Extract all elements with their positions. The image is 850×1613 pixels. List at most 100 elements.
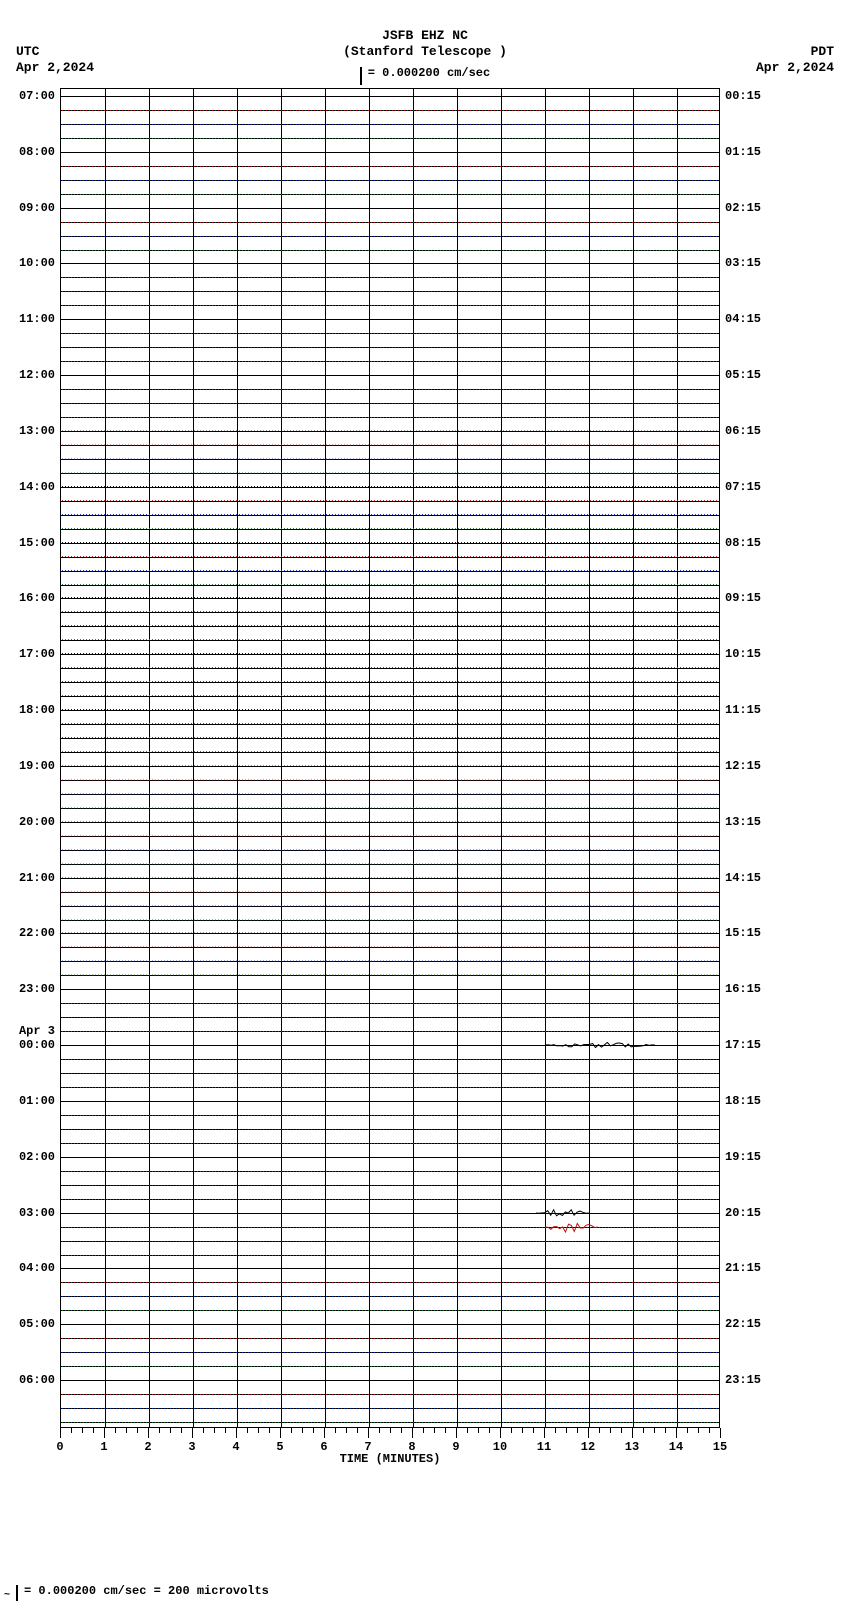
trace-noise — [61, 764, 719, 767]
trace-noise — [61, 1002, 719, 1004]
footer-tilde: ∼ — [4, 1589, 10, 1601]
trace-noise — [61, 304, 719, 306]
utc-hour-label: 03:00 — [19, 1206, 55, 1220]
utc-hour-label: 20:00 — [19, 815, 55, 829]
trace-noise — [61, 95, 719, 97]
trace-noise — [61, 290, 719, 292]
pdt-hour-label: 19:15 — [725, 1150, 761, 1164]
seismic-event — [545, 1042, 655, 1048]
pdt-hour-label: 14:15 — [725, 871, 761, 885]
trace-noise — [61, 276, 719, 278]
trace-noise — [61, 596, 719, 600]
x-tick-major — [104, 1428, 105, 1438]
trace-noise — [61, 890, 719, 893]
pdt-hour-label: 06:15 — [725, 424, 761, 438]
pdt-hour-label: 13:15 — [725, 815, 761, 829]
pdt-hour-label: 08:15 — [725, 536, 761, 550]
utc-hour-label: 10:00 — [19, 256, 55, 270]
trace-noise — [61, 750, 719, 754]
x-tick-minor — [434, 1428, 435, 1433]
pdt-hour-label: 00:15 — [725, 89, 761, 103]
trace-noise — [61, 1100, 719, 1102]
pdt-hour-label: 03:15 — [725, 256, 761, 270]
trace-noise — [61, 346, 719, 348]
trace-noise — [61, 165, 719, 167]
trace-noise — [61, 806, 719, 809]
x-tick-minor — [126, 1428, 127, 1433]
pdt-hour-label: 10:15 — [725, 647, 761, 661]
x-tick-minor — [214, 1428, 215, 1433]
pdt-hour-label: 15:15 — [725, 926, 761, 940]
pdt-hour-label: 18:15 — [725, 1094, 761, 1108]
x-tick-major — [280, 1428, 281, 1438]
utc-hour-label: 15:00 — [19, 536, 55, 550]
x-tick-minor — [621, 1428, 622, 1433]
tz-right: PDT Apr 2,2024 — [756, 44, 834, 77]
trace-noise — [61, 1309, 719, 1311]
x-tick-minor — [610, 1428, 611, 1433]
utc-hour-label: 09:00 — [19, 201, 55, 215]
trace-noise — [61, 1114, 719, 1116]
utc-hour-label: 19:00 — [19, 759, 55, 773]
pdt-hour-label: 16:15 — [725, 982, 761, 996]
trace-noise — [61, 652, 719, 656]
trace-noise — [61, 1379, 719, 1381]
scale-bar-icon — [360, 67, 362, 85]
utc-hour-label: 08:00 — [19, 145, 55, 159]
pdt-hour-label: 04:15 — [725, 312, 761, 326]
x-tick-major — [632, 1428, 633, 1438]
trace-noise — [61, 499, 719, 503]
trace-noise — [61, 1421, 719, 1423]
seismogram-page: JSFB EHZ NC (Stanford Telescope ) = 0.00… — [0, 0, 850, 1613]
x-tick-minor — [247, 1428, 248, 1433]
trace-noise — [61, 388, 719, 390]
trace-noise — [61, 638, 719, 642]
pdt-hour-label: 05:15 — [725, 368, 761, 382]
x-tick-minor — [599, 1428, 600, 1433]
pdt-hour-label: 09:15 — [725, 591, 761, 605]
x-tick-minor — [533, 1428, 534, 1433]
tz-right-label: PDT — [756, 44, 834, 60]
utc-hour-label: 13:00 — [19, 424, 55, 438]
tz-left-date: Apr 2,2024 — [16, 60, 94, 76]
trace-noise — [61, 471, 719, 474]
pdt-hour-label: 17:15 — [725, 1038, 761, 1052]
utc-hour-label: 07:00 — [19, 89, 55, 103]
trace-noise — [61, 1212, 719, 1214]
trace-noise — [61, 249, 719, 251]
trace-noise — [61, 792, 719, 795]
utc-hour-label: 04:00 — [19, 1261, 55, 1275]
x-tick-minor — [555, 1428, 556, 1433]
trace-noise — [61, 179, 719, 181]
x-tick-minor — [467, 1428, 468, 1433]
station-line-2: (Stanford Telescope ) — [0, 44, 850, 60]
x-tick-minor — [698, 1428, 699, 1433]
tz-right-date: Apr 2,2024 — [756, 60, 834, 76]
trace-noise — [61, 457, 719, 460]
utc-hour-label: 23:00 — [19, 982, 55, 996]
x-tick-major — [456, 1428, 457, 1438]
x-tick-minor — [170, 1428, 171, 1433]
utc-hour-label: 16:00 — [19, 591, 55, 605]
trace-noise — [61, 1254, 719, 1256]
x-tick-minor — [115, 1428, 116, 1433]
trace-noise — [61, 988, 719, 990]
pdt-hour-label: 07:15 — [725, 480, 761, 494]
x-tick-minor — [577, 1428, 578, 1433]
trace-noise — [61, 332, 719, 334]
x-tick-minor — [566, 1428, 567, 1433]
utc-hour-label: 14:00 — [19, 480, 55, 494]
trace-noise — [61, 918, 719, 921]
x-tick-major — [588, 1428, 589, 1438]
utc-hour-label: 00:00 — [19, 1038, 55, 1052]
seismic-event — [536, 1209, 589, 1217]
x-tick-minor — [445, 1428, 446, 1433]
trace-noise — [61, 974, 719, 977]
x-tick-minor — [181, 1428, 182, 1433]
trace-noise — [61, 1351, 719, 1353]
trace-noise — [61, 555, 719, 559]
x-tick-major — [60, 1428, 61, 1438]
trace-noise — [61, 946, 719, 949]
trace-noise — [61, 221, 719, 223]
trace-noise — [61, 1323, 719, 1325]
